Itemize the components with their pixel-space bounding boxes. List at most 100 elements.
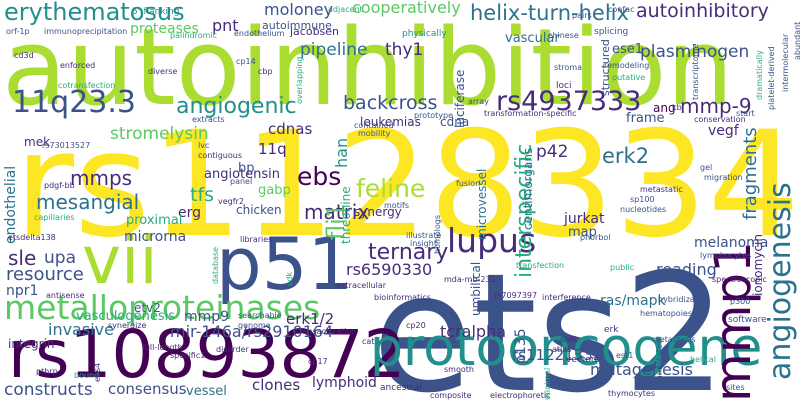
word-erythematosus: erythematosus	[4, 0, 185, 26]
word-11q23.3: 11q23.3	[12, 85, 137, 120]
word-transformation-specific: transformation-specific	[484, 109, 577, 118]
word-proteases: proteases	[130, 21, 199, 37]
word-abundant: minimal	[543, 367, 552, 400]
word-melanoma: melanoma	[694, 235, 769, 251]
word-rs4937333: rs4937333	[496, 86, 642, 117]
word-enforced: enforced	[60, 61, 96, 70]
word-physically: physically	[402, 29, 447, 39]
word-rs1128334: rs1128334	[14, 100, 801, 270]
word-metastasis: metastasis	[652, 335, 696, 344]
word-threonine: threonine	[339, 186, 353, 244]
word-vasculogenesis: vasculogenesis	[76, 309, 176, 324]
word-angiogenic: angiogenic	[176, 94, 297, 119]
word-full-length: full-length	[142, 343, 183, 352]
word-chicken: chicken	[236, 203, 282, 217]
word-microrna: microrna	[124, 229, 187, 245]
word-helix-turn-helix: helix-turn-helix	[470, 1, 629, 25]
word-antisense: antisense	[46, 291, 85, 300]
word-lymphocytes: lymphocytes	[700, 251, 752, 260]
word-bp: bp	[238, 161, 255, 176]
word-han: han	[332, 137, 351, 168]
word-vegf: vegf	[708, 123, 739, 139]
word-mda-mb-231: mda-mb-231	[444, 275, 496, 284]
word-vegfr2: vegfr2	[218, 197, 244, 206]
word-cbp: cbp	[258, 67, 273, 76]
word-cp17: cp17	[308, 357, 328, 366]
word-composite: composite	[430, 391, 472, 400]
word-ebs4: ebs4	[93, 362, 102, 382]
word-plasminogen: plasminogen	[640, 42, 750, 62]
word-hybridization: hybridization	[658, 295, 711, 304]
word-shift: shift	[560, 335, 578, 344]
word-putative: putative	[612, 73, 646, 82]
word-lupus: lupus	[447, 221, 537, 260]
word-centimorgans: centimorgans	[521, 147, 535, 230]
word-cd3d: cd3d	[14, 51, 34, 60]
word-palindromic: palindromic	[170, 31, 217, 40]
word-rs6590330: rs6590330	[346, 260, 433, 279]
word-sites: sites	[726, 383, 745, 392]
word-diverse: diverse	[148, 67, 178, 76]
word-illustrate: illustrate	[406, 231, 442, 240]
word-moloney: moloney	[264, 0, 334, 19]
word-autoinhibitory: autoinhibitory	[636, 0, 769, 22]
word-jacobsen: jacobsen	[290, 25, 340, 38]
word-searchable: searchable	[238, 311, 282, 320]
word-invasive: invasive	[48, 320, 114, 339]
word-chinese: chinese	[548, 31, 579, 40]
word-pairs: pairs	[572, 11, 592, 20]
word-5-flanking: 5'-flanking	[132, 7, 180, 17]
word-vectors: vectors	[566, 355, 600, 365]
word-upa: upa	[44, 248, 76, 268]
word-stroma: stroma	[554, 63, 583, 72]
word-sle: sle	[8, 246, 37, 270]
word-libraries: libraries	[240, 235, 273, 244]
word-pthrp: pthrp	[36, 367, 58, 376]
word-constructs: constructs	[4, 380, 93, 400]
word-ancestral: ancestral	[380, 383, 422, 393]
word-database: database	[211, 246, 220, 284]
word-minimal: specific1	[170, 351, 206, 360]
word-resource: resource	[6, 264, 84, 285]
word-annotated: annotated	[655, 338, 664, 380]
word-contiguous: contiguous	[198, 151, 243, 160]
word-metalloproteinases: metalloproteinases	[4, 288, 321, 327]
word-ras/mapk: ras/mapk	[600, 293, 666, 309]
word-mmp-9: mmp-9	[680, 94, 752, 118]
word-p300: p300	[730, 297, 751, 306]
word-pipeline: pipeline	[300, 40, 368, 60]
word-ebs: ebs	[297, 162, 342, 191]
word-mutagenesis: mutagenesis	[590, 360, 693, 379]
word-cdk: bound	[74, 371, 100, 380]
word-extracellular: extracellular	[336, 281, 387, 290]
word-migration: migration	[704, 173, 743, 182]
word-confac: confac	[608, 5, 635, 14]
word-leukemias: leukemias	[360, 115, 421, 129]
word-rs7097397: rs7097397	[494, 291, 538, 300]
word-map: map	[568, 225, 597, 240]
word-intermolecular: intermolecular	[781, 33, 790, 92]
word-sp100: sp100	[630, 195, 655, 204]
word-cp14: cp14	[236, 57, 256, 66]
word-atlas: atlas	[552, 345, 572, 354]
word-motifs: motifs	[384, 201, 410, 210]
word-npr1: npr1	[6, 283, 39, 299]
word-stromelysin: stromelysin	[110, 124, 209, 144]
word-sp1: fusion	[456, 179, 481, 188]
word-ese1: ese1	[612, 42, 644, 57]
word-fusion: cdk	[285, 271, 294, 286]
word-contained: contained	[354, 121, 394, 130]
word-helical: helical	[690, 355, 716, 364]
word-proximal: proximal	[126, 213, 183, 228]
word-capillaries: capillaries	[34, 213, 75, 222]
word-nucleotides: nucleotides	[620, 205, 667, 214]
word-ionomycin: ionomycin	[751, 234, 765, 296]
word-specific1: disorder	[216, 345, 249, 354]
word-overlapping: overlapping	[295, 56, 304, 105]
word-tfs: tfs	[190, 184, 215, 206]
word-genome: genome	[238, 321, 271, 330]
word-cooperatively: cooperatively	[352, 0, 461, 17]
word-mir-146a: mir-146a/rs2910164	[170, 322, 334, 341]
word-lymphoid: lymphoid	[312, 375, 377, 391]
word-synergy: synergy	[354, 205, 402, 219]
